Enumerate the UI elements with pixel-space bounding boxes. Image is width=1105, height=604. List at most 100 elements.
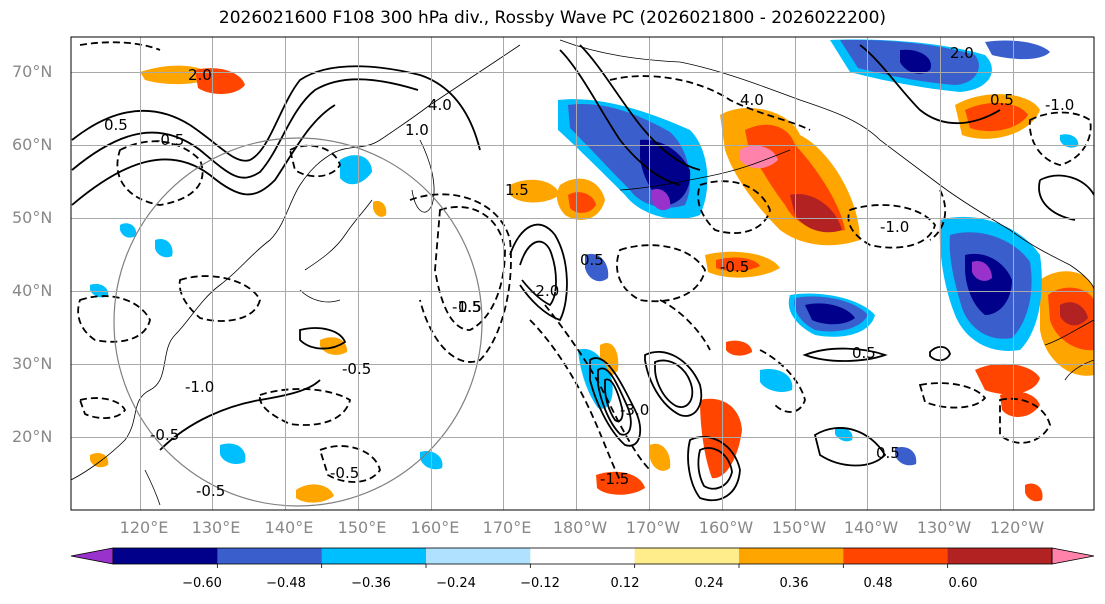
contour-line xyxy=(1028,111,1092,166)
negative-anomaly-area xyxy=(155,238,173,258)
positive-anomaly-area xyxy=(965,102,1028,132)
colorbar-tick-label: 0.24 xyxy=(694,576,724,591)
contour-labels: 0.5 0.5 0.5 0.5 0.5 0.5 -0.5 -0.5 -0.5 -… xyxy=(104,44,1074,500)
contour-label: 2.0 xyxy=(188,66,212,84)
colorbar-tick-label: 0.12 xyxy=(610,576,640,591)
colorbar-tick-label: −0.36 xyxy=(351,576,391,591)
contour-line xyxy=(509,223,568,322)
negative-anomaly-area xyxy=(90,283,109,298)
positive-anomaly-area xyxy=(1060,302,1088,326)
colorbar-tick-label: −0.48 xyxy=(266,576,306,591)
lon-label-160e: 160°E xyxy=(410,518,460,537)
colorbar-tick-label: 0.60 xyxy=(948,576,978,591)
lat-label-60n: 60°N xyxy=(12,135,53,154)
positive-anomaly-area xyxy=(320,337,348,355)
coastline-philippines xyxy=(144,469,161,506)
contour-line xyxy=(802,347,888,362)
contour-line xyxy=(847,204,936,249)
contour-line xyxy=(597,367,632,436)
contour-label: -0.5 xyxy=(330,464,359,482)
contour-line xyxy=(409,193,512,363)
contour-line xyxy=(616,244,706,303)
contour-line xyxy=(654,359,694,408)
contour-line xyxy=(687,435,741,502)
contour-label: -2.0 xyxy=(530,282,559,300)
contour-line xyxy=(759,349,806,413)
colorbar-tick-label: 0.48 xyxy=(863,576,893,591)
lon-label-120w: 120°W xyxy=(989,518,1045,537)
contour-label: -1.0 xyxy=(880,218,909,236)
contour-label: -0.5 xyxy=(150,426,179,444)
contour-label: 0.5 xyxy=(580,251,604,269)
contour-label: 4.0 xyxy=(428,96,452,114)
contour-line xyxy=(71,78,419,179)
contour-line xyxy=(71,104,336,206)
lon-label-130w: 130°W xyxy=(916,518,972,537)
negative-anomaly-area xyxy=(220,443,246,465)
contour-label: -1.0 xyxy=(1045,96,1074,114)
negative-anomaly-area xyxy=(985,40,1050,60)
contour-label: 0.5 xyxy=(104,116,128,134)
contour-line xyxy=(813,427,887,467)
positive-anomaly-area xyxy=(1000,391,1040,417)
contour-label: 1.0 xyxy=(405,121,429,139)
contour-line xyxy=(178,275,261,322)
coastline-japan xyxy=(299,199,373,303)
negative-anomaly-area xyxy=(120,223,137,238)
contour-label: -0.5 xyxy=(155,131,184,149)
contour-line xyxy=(918,382,987,409)
negative-anomaly-area xyxy=(585,253,609,282)
contour-label: -1.5 xyxy=(452,298,481,316)
contour-line xyxy=(529,319,621,481)
positive-anomaly-area xyxy=(740,145,778,169)
positive-anomaly-area xyxy=(568,192,596,213)
lon-label-140e: 140°E xyxy=(264,518,314,537)
negative-anomaly-area xyxy=(760,369,793,393)
positive-anomaly-area xyxy=(726,340,752,356)
positive-anomaly-area xyxy=(195,68,245,95)
negative-anomaly-area xyxy=(652,189,671,211)
lon-label-120e: 120°E xyxy=(119,518,169,537)
contour-line xyxy=(659,299,711,351)
lon-label-130e: 130°E xyxy=(191,518,241,537)
lon-label-150w: 150°W xyxy=(771,518,827,537)
contour-line xyxy=(609,75,811,131)
colorbar-tick-label: 0.36 xyxy=(779,576,809,591)
positive-anomaly-area xyxy=(510,179,560,203)
contour-line xyxy=(929,346,951,362)
positive-anomaly-area xyxy=(975,363,1040,395)
contour-line xyxy=(258,388,352,426)
map-title: 2026021600 F108 300 hPa div., Rossby Wav… xyxy=(218,8,887,28)
coastline-kamchatka xyxy=(411,139,435,213)
lon-label-180w: 180°W xyxy=(552,518,608,537)
negative-anomaly-area xyxy=(640,139,691,205)
positive-anomaly-area xyxy=(90,453,109,468)
contour-line xyxy=(589,357,642,447)
lon-label-140w: 140°W xyxy=(843,518,899,537)
lon-label-170w: 170°W xyxy=(625,518,681,537)
contour-line xyxy=(644,350,703,417)
positive-anomaly-area xyxy=(790,194,842,233)
lat-label-40n: 40°N xyxy=(12,281,53,300)
contour-label: -1.5 xyxy=(600,470,629,488)
colorbar-tick-label: −0.24 xyxy=(436,576,476,591)
positive-anomaly-area xyxy=(373,200,387,217)
negative-anomaly-area xyxy=(895,446,917,466)
lon-label-160w: 160°W xyxy=(698,518,754,537)
contour-line xyxy=(697,180,771,234)
contour-label: 0.5 xyxy=(876,444,900,462)
contour-line xyxy=(579,44,701,171)
positive-anomaly-area xyxy=(296,484,334,503)
contour-line xyxy=(77,295,151,343)
contour-label: 4.0 xyxy=(740,91,764,109)
shaded-anomalies xyxy=(90,39,1094,503)
contour-line xyxy=(288,144,341,178)
contour-label: 0.5 xyxy=(852,344,876,362)
contour-line xyxy=(116,140,204,206)
lat-label-20n: 20°N xyxy=(12,427,53,446)
negative-anomaly-area xyxy=(805,303,855,325)
positive-anomaly-area xyxy=(716,257,760,272)
contour-label: -3.0 xyxy=(620,401,649,419)
contour-line xyxy=(318,445,381,483)
